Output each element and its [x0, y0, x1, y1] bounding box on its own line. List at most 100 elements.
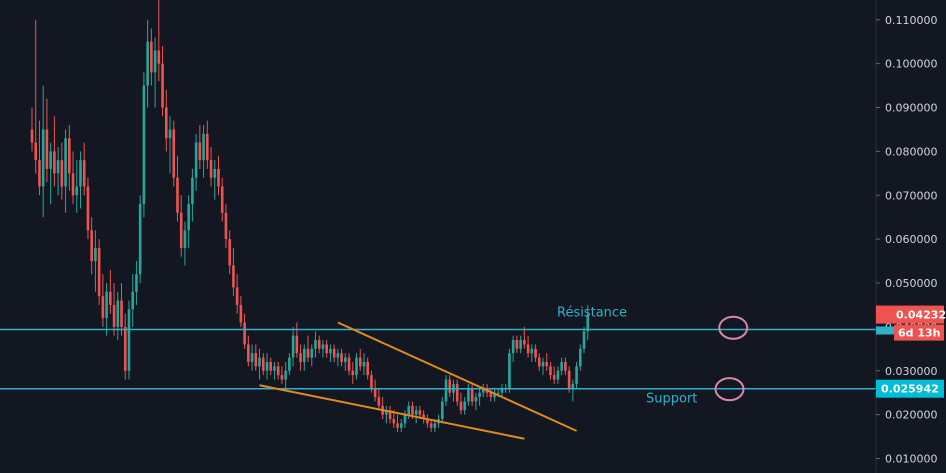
price-axis[interactable]: 0.0100000.0200000.0300000.0400000.050000…: [876, 14, 938, 466]
candle-body: [213, 168, 217, 178]
candle-body: [168, 129, 172, 139]
candle: [541, 357, 545, 376]
candle: [224, 204, 228, 248]
candle-body: [116, 300, 120, 327]
candle-body: [232, 265, 235, 288]
candle-body: [191, 177, 194, 205]
candle-body: [586, 314, 590, 332]
candle-body: [526, 344, 530, 354]
candle: [131, 274, 135, 327]
candle: [86, 177, 90, 240]
candle-body: [567, 370, 571, 389]
candle-body: [34, 142, 38, 161]
candle-body: [489, 392, 493, 398]
candle: [217, 155, 220, 196]
countdown-tag: [894, 324, 944, 341]
candle: [79, 151, 82, 209]
candle: [235, 274, 239, 314]
candle-body: [582, 331, 586, 349]
candle: [459, 392, 463, 415]
candle: [146, 19, 149, 108]
candle-body: [176, 177, 179, 213]
candle-body: [56, 160, 60, 174]
candle-body: [284, 370, 287, 380]
candle-body: [564, 361, 567, 371]
candle: [429, 419, 433, 433]
resistance-axis-marker: [876, 326, 894, 335]
candle-body: [235, 287, 239, 305]
candle: [314, 331, 317, 358]
candle-body: [243, 322, 246, 345]
candle-body: [82, 160, 86, 187]
candle: [116, 291, 120, 341]
candle-body: [411, 405, 414, 415]
candle: [198, 125, 202, 169]
candle-body: [291, 335, 295, 358]
candle-body: [336, 353, 340, 358]
candle-body: [549, 366, 552, 376]
breakout-circle[interactable]: [718, 315, 749, 340]
candle-body: [109, 291, 112, 305]
candle: [493, 388, 496, 402]
candle-body: [299, 353, 302, 362]
candle: [280, 366, 284, 384]
candle: [254, 344, 258, 371]
candle: [71, 151, 75, 205]
candle: [385, 405, 388, 424]
candle-body: [161, 63, 164, 108]
candle: [482, 383, 485, 398]
candle-body: [418, 410, 422, 415]
candle-body: [340, 353, 343, 362]
candle-body: [519, 340, 522, 349]
candle: [127, 300, 131, 380]
candle: [347, 353, 351, 376]
countdown-label: 6d 13h: [898, 327, 941, 340]
candle: [396, 414, 399, 433]
candle-body: [64, 138, 67, 187]
candle-body: [273, 366, 276, 371]
candle: [511, 335, 515, 362]
candle-body: [105, 291, 108, 319]
annotations-layer: Résistance Support: [0, 306, 876, 440]
candle-body: [392, 419, 396, 424]
candle: [344, 353, 347, 371]
candle-body: [261, 357, 265, 371]
candle-body: [537, 357, 541, 367]
candle: [250, 344, 254, 371]
price-tags-layer: 0.042320 6d 13h 0.025942: [876, 305, 946, 398]
candle: [362, 353, 366, 376]
candle: [82, 142, 86, 196]
retest-circle[interactable]: [714, 377, 745, 402]
candle: [403, 410, 407, 428]
candle: [109, 269, 112, 314]
candle-body: [220, 186, 224, 213]
candle-body: [493, 392, 496, 398]
candle: [90, 217, 93, 275]
candle-body: [269, 361, 273, 371]
y-tick-label: 0.080000: [885, 145, 938, 158]
candle-body: [131, 291, 135, 310]
candle-body: [403, 414, 407, 424]
support-price-tag: [876, 379, 944, 398]
y-tick-label: 0.030000: [885, 365, 938, 378]
candle-body: [426, 419, 429, 424]
candle-body: [314, 340, 317, 349]
upper-wedge-line[interactable]: [337, 321, 577, 432]
candle: [575, 361, 578, 389]
candle-body: [448, 379, 452, 393]
candle-body: [385, 410, 388, 415]
candle: [422, 410, 425, 424]
y-tick-label: 0.100000: [885, 58, 938, 71]
y-tick-label: 0.020000: [885, 409, 938, 422]
lower-wedge-line[interactable]: [259, 384, 525, 440]
candle-body: [515, 340, 519, 349]
candle: [213, 160, 217, 200]
candle: [426, 414, 429, 428]
candle-body: [90, 230, 93, 262]
candle: [302, 344, 306, 371]
candle: [366, 357, 369, 380]
candle: [157, 0, 161, 82]
